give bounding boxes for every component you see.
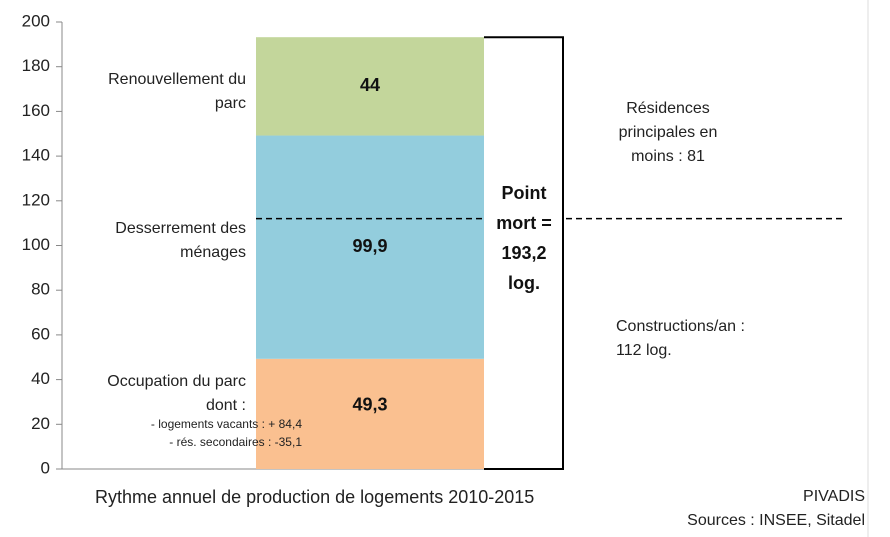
y-tick-label: 180 — [22, 56, 50, 75]
value-label: 44 — [360, 75, 380, 95]
series-label: Occupation du parc dont : — [107, 373, 246, 414]
series-label: Desserrement des ménages — [115, 220, 246, 261]
series-detail: - logements vacants : + 84,4 — [150, 417, 302, 431]
value-label: 99,9 — [352, 236, 387, 256]
y-tick-label: 140 — [22, 146, 50, 165]
source: Sources : INSEE, Sitadel — [687, 512, 865, 529]
y-tick-label: 100 — [22, 235, 50, 254]
total-bracket — [484, 36, 564, 470]
bar-segment — [256, 358, 484, 469]
y-tick-label: 60 — [31, 324, 50, 343]
y-tick-label: 20 — [31, 414, 50, 433]
x-axis-label: Rythme annuel de production de logements… — [95, 487, 535, 507]
y-tick-label: 40 — [31, 369, 50, 388]
series-detail: - rés. secondaires : -35,1 — [169, 435, 302, 449]
total-label: Point mort = 193,2 log. — [496, 183, 552, 294]
y-tick-label: 0 — [41, 458, 50, 477]
annotation: Constructions/an : 112 log. — [616, 318, 745, 359]
y-tick-label: 80 — [31, 280, 50, 299]
value-label: 49,3 — [352, 395, 387, 415]
series-label: Renouvellement du parc — [108, 71, 246, 112]
y-tick-label: 120 — [22, 190, 50, 209]
source: PIVADIS — [803, 488, 865, 505]
annotation: Résidences principales en moins : 81 — [618, 100, 718, 165]
bar-segment — [256, 135, 484, 359]
y-tick-label: 200 — [22, 11, 50, 30]
y-tick-label: 160 — [22, 101, 50, 120]
bar-segment — [256, 37, 484, 136]
